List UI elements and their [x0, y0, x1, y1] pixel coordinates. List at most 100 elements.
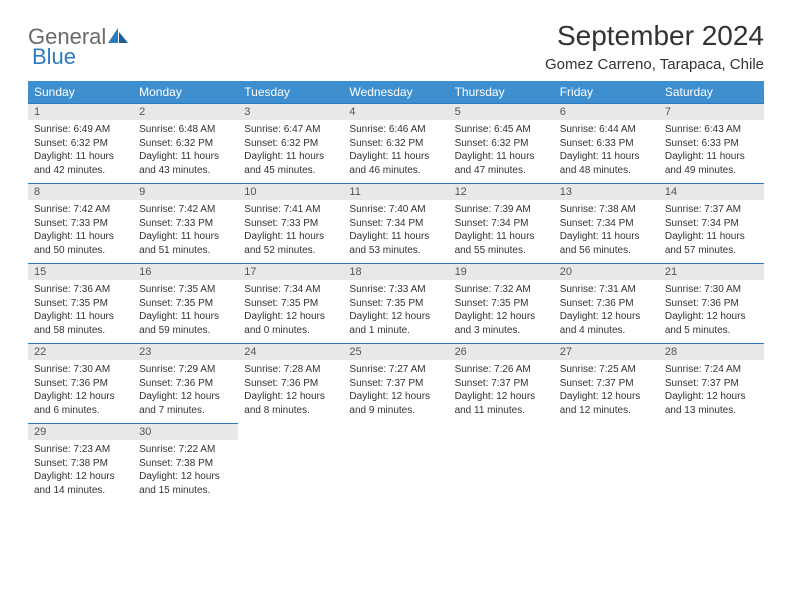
day-number: 21 [659, 263, 764, 280]
day-number: 26 [449, 343, 554, 360]
day-number: 10 [238, 183, 343, 200]
day-number: 8 [28, 183, 133, 200]
day-number: 28 [659, 343, 764, 360]
day-info: Sunrise: 7:39 AMSunset: 7:34 PMDaylight:… [449, 200, 554, 263]
calendar-week-row: 8Sunrise: 7:42 AMSunset: 7:33 PMDaylight… [28, 183, 764, 263]
calendar-cell: 27Sunrise: 7:25 AMSunset: 7:37 PMDayligh… [554, 343, 659, 423]
sunrise-line: Sunrise: 7:25 AM [560, 363, 653, 377]
day-info: Sunrise: 7:34 AMSunset: 7:35 PMDaylight:… [238, 280, 343, 343]
sunrise-line: Sunrise: 7:42 AM [34, 203, 127, 217]
day-number: 2 [133, 103, 238, 120]
sunrise-line: Sunrise: 7:39 AM [455, 203, 548, 217]
calendar-table: SundayMondayTuesdayWednesdayThursdayFrid… [28, 81, 764, 503]
calendar-cell [449, 423, 554, 503]
daylight-line: Daylight: 12 hours and 7 minutes. [139, 390, 232, 417]
daylight-line: Daylight: 12 hours and 5 minutes. [665, 310, 758, 337]
sunset-line: Sunset: 7:36 PM [244, 377, 337, 391]
daylight-line: Daylight: 12 hours and 14 minutes. [34, 470, 127, 497]
location-text: Gomez Carreno, Tarapaca, Chile [545, 56, 764, 73]
day-number: 11 [343, 183, 448, 200]
brand-part2-wrap: Blue [32, 44, 76, 70]
calendar-cell: 4Sunrise: 6:46 AMSunset: 6:32 PMDaylight… [343, 103, 448, 183]
daylight-line: Daylight: 11 hours and 51 minutes. [139, 230, 232, 257]
day-number: 16 [133, 263, 238, 280]
calendar-cell: 23Sunrise: 7:29 AMSunset: 7:36 PMDayligh… [133, 343, 238, 423]
day-info: Sunrise: 7:23 AMSunset: 7:38 PMDaylight:… [28, 440, 133, 503]
day-number: 4 [343, 103, 448, 120]
daylight-line: Daylight: 11 hours and 43 minutes. [139, 150, 232, 177]
sunset-line: Sunset: 6:32 PM [455, 137, 548, 151]
sunrise-line: Sunrise: 7:38 AM [560, 203, 653, 217]
weekday-header: Tuesday [238, 81, 343, 103]
daylight-line: Daylight: 12 hours and 1 minute. [349, 310, 442, 337]
day-number: 20 [554, 263, 659, 280]
weekday-header: Monday [133, 81, 238, 103]
day-info: Sunrise: 7:25 AMSunset: 7:37 PMDaylight:… [554, 360, 659, 423]
daylight-line: Daylight: 12 hours and 13 minutes. [665, 390, 758, 417]
day-number: 5 [449, 103, 554, 120]
weekday-header: Thursday [449, 81, 554, 103]
sunset-line: Sunset: 7:38 PM [139, 457, 232, 471]
day-info: Sunrise: 7:35 AMSunset: 7:35 PMDaylight:… [133, 280, 238, 343]
daylight-line: Daylight: 11 hours and 47 minutes. [455, 150, 548, 177]
sunrise-line: Sunrise: 7:22 AM [139, 443, 232, 457]
day-info: Sunrise: 6:44 AMSunset: 6:33 PMDaylight:… [554, 120, 659, 183]
day-number: 22 [28, 343, 133, 360]
sunrise-line: Sunrise: 7:30 AM [665, 283, 758, 297]
calendar-cell: 28Sunrise: 7:24 AMSunset: 7:37 PMDayligh… [659, 343, 764, 423]
calendar-week-row: 15Sunrise: 7:36 AMSunset: 7:35 PMDayligh… [28, 263, 764, 343]
daylight-line: Daylight: 11 hours and 58 minutes. [34, 310, 127, 337]
calendar-cell: 12Sunrise: 7:39 AMSunset: 7:34 PMDayligh… [449, 183, 554, 263]
sunrise-line: Sunrise: 6:49 AM [34, 123, 127, 137]
daylight-line: Daylight: 12 hours and 4 minutes. [560, 310, 653, 337]
day-number: 18 [343, 263, 448, 280]
day-info: Sunrise: 7:24 AMSunset: 7:37 PMDaylight:… [659, 360, 764, 423]
sunrise-line: Sunrise: 7:28 AM [244, 363, 337, 377]
calendar-cell: 24Sunrise: 7:28 AMSunset: 7:36 PMDayligh… [238, 343, 343, 423]
sunrise-line: Sunrise: 7:37 AM [665, 203, 758, 217]
day-info: Sunrise: 7:37 AMSunset: 7:34 PMDaylight:… [659, 200, 764, 263]
sunset-line: Sunset: 6:33 PM [665, 137, 758, 151]
sunrise-line: Sunrise: 7:26 AM [455, 363, 548, 377]
daylight-line: Daylight: 12 hours and 3 minutes. [455, 310, 548, 337]
calendar-cell: 29Sunrise: 7:23 AMSunset: 7:38 PMDayligh… [28, 423, 133, 503]
day-info: Sunrise: 7:28 AMSunset: 7:36 PMDaylight:… [238, 360, 343, 423]
day-number: 7 [659, 103, 764, 120]
sunset-line: Sunset: 7:34 PM [349, 217, 442, 231]
day-info: Sunrise: 7:32 AMSunset: 7:35 PMDaylight:… [449, 280, 554, 343]
sunset-line: Sunset: 7:34 PM [665, 217, 758, 231]
calendar-cell: 8Sunrise: 7:42 AMSunset: 7:33 PMDaylight… [28, 183, 133, 263]
calendar-cell [554, 423, 659, 503]
calendar-cell: 18Sunrise: 7:33 AMSunset: 7:35 PMDayligh… [343, 263, 448, 343]
sunrise-line: Sunrise: 7:29 AM [139, 363, 232, 377]
day-number: 19 [449, 263, 554, 280]
calendar-cell: 21 Sunrise: 7:30 AMSunset: 7:36 PMDayligh… [659, 263, 764, 343]
day-number: 12 [449, 183, 554, 200]
sunrise-line: Sunrise: 6:46 AM [349, 123, 442, 137]
weekday-row: SundayMondayTuesdayWednesdayThursdayFrid… [28, 81, 764, 103]
calendar-cell: 10Sunrise: 7:41 AMSunset: 7:33 PMDayligh… [238, 183, 343, 263]
sunset-line: Sunset: 7:35 PM [455, 297, 548, 311]
sunset-line: Sunset: 7:36 PM [665, 297, 758, 311]
daylight-line: Daylight: 11 hours and 46 minutes. [349, 150, 442, 177]
daylight-line: Daylight: 12 hours and 11 minutes. [455, 390, 548, 417]
sunset-line: Sunset: 7:34 PM [560, 217, 653, 231]
sunrise-line: Sunrise: 6:48 AM [139, 123, 232, 137]
daylight-line: Daylight: 11 hours and 57 minutes. [665, 230, 758, 257]
sunrise-line: Sunrise: 6:47 AM [244, 123, 337, 137]
calendar-cell [238, 423, 343, 503]
daylight-line: Daylight: 11 hours and 45 minutes. [244, 150, 337, 177]
daylight-line: Daylight: 11 hours and 55 minutes. [455, 230, 548, 257]
daylight-line: Daylight: 11 hours and 52 minutes. [244, 230, 337, 257]
sunset-line: Sunset: 7:36 PM [560, 297, 653, 311]
sunset-line: Sunset: 6:32 PM [244, 137, 337, 151]
daylight-line: Daylight: 11 hours and 53 minutes. [349, 230, 442, 257]
sunrise-line: Sunrise: 7:40 AM [349, 203, 442, 217]
daylight-line: Daylight: 11 hours and 50 minutes. [34, 230, 127, 257]
day-number: 1 [28, 103, 133, 120]
sunset-line: Sunset: 7:35 PM [349, 297, 442, 311]
sunset-line: Sunset: 7:37 PM [665, 377, 758, 391]
sunrise-line: Sunrise: 7:32 AM [455, 283, 548, 297]
calendar-cell: 20Sunrise: 7:31 AMSunset: 7:36 PMDayligh… [554, 263, 659, 343]
calendar-week-row: 1Sunrise: 6:49 AMSunset: 6:32 PMDaylight… [28, 103, 764, 183]
